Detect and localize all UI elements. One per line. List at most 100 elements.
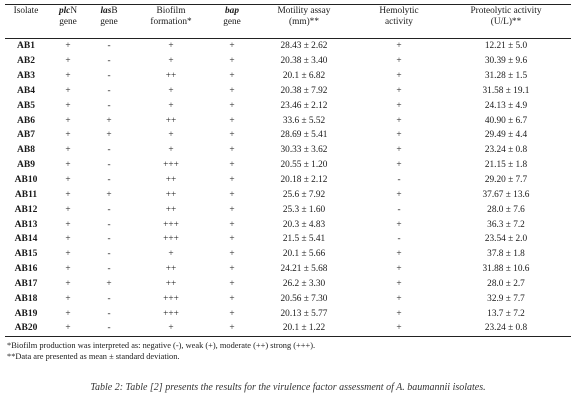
cell-isolate: AB12	[14, 204, 38, 215]
table-row: AB2 + - + +20.38 ± 3.40 +30.39 ± 9.6	[5, 54, 571, 69]
cell-biofilm: +	[168, 249, 174, 260]
cell-isolate: AB10	[14, 175, 38, 186]
header-label: Hemolytic	[379, 6, 419, 16]
cell-plcn: +	[65, 175, 71, 186]
cell-proteolytic: 24.13 ± 4.9	[484, 100, 528, 111]
cell-proteolytic: 31.88 ± 10.6	[482, 264, 530, 275]
gene-name: las	[100, 6, 112, 16]
cell-motility: 26.2 ± 3.30	[282, 278, 326, 289]
cell-plcn: +	[65, 100, 71, 111]
cell-plcn: +	[65, 71, 71, 82]
cell-proteolytic: 40.90 ± 6.7	[484, 115, 528, 126]
header-biofilm: Biofilm formation*	[129, 4, 213, 39]
cell-lasb: -	[107, 234, 111, 245]
cell-hemolytic: +	[357, 321, 441, 337]
cell-bap: +	[229, 115, 235, 126]
cell-hemolytic: +	[396, 160, 402, 171]
cell-motility: 20.18 ± 2.12	[280, 175, 328, 186]
cell-plcn: +	[65, 145, 71, 156]
table-row: AB16 + - ++ +24.21 ± 5.68 +31.88 ± 10.6	[5, 262, 571, 277]
cell-lasb: +	[106, 189, 112, 200]
cell-bap: +	[229, 85, 235, 96]
cell-lasb: -	[107, 56, 111, 67]
cell-bap: +	[229, 234, 235, 245]
cell-proteolytic: 37.8 ± 1.8	[487, 249, 525, 260]
cell-motility: 20.38 ± 3.40	[280, 56, 328, 67]
table-row: AB6 + + ++ +33.6 ± 5.52 +40.90 ± 6.7	[5, 113, 571, 128]
cell-biofilm: ++	[165, 204, 177, 215]
cell-biofilm: +++	[163, 219, 179, 230]
cell-lasb: -	[107, 264, 111, 275]
table-body: AB1 + - + +28.43 ± 2.62 +12.21 ± 5.0 AB2 + - + +20…	[5, 39, 571, 337]
table-notes: *Biofilm production was interpreted as: …	[5, 340, 571, 362]
cell-proteolytic: 23.54 ± 2.0	[484, 234, 528, 245]
cell-motility: 25.6 ± 7.92	[282, 189, 326, 200]
cell-proteolytic: 31.58 ± 19.1	[482, 85, 530, 96]
header-plcn-gene: plcN gene	[47, 4, 89, 39]
cell-proteolytic: 23.24 ± 0.8	[441, 321, 571, 337]
cell-plcn: +	[65, 219, 71, 230]
header-isolate: Isolate	[5, 4, 47, 39]
table-row: AB14 + - +++ +21.5 ± 5.41-23.54 ± 2.0	[5, 232, 571, 247]
cell-isolate: AB2	[17, 56, 35, 67]
cell-biofilm: ++	[165, 189, 177, 200]
cell-bap: +	[229, 41, 235, 52]
cell-biofilm: +	[168, 41, 174, 52]
header-proteolytic: Proteolytic activity (U/L)**	[441, 4, 571, 39]
cell-hemolytic: +	[396, 85, 402, 96]
header-label: Proteolytic activity	[470, 6, 542, 16]
table-row: AB20 + - + +20.1 ± 1.22 +23.24 ± 0.8	[5, 321, 571, 337]
cell-hemolytic: +	[396, 293, 402, 304]
table-row: AB12 + - ++ +25.3 ± 1.60-28.0 ± 7.6	[5, 202, 571, 217]
cell-proteolytic: 37.67 ± 13.6	[482, 189, 530, 200]
cell-lasb: -	[107, 219, 111, 230]
cell-isolate: AB4	[17, 85, 35, 96]
table-row: AB13 + - +++ +20.3 ± 4.83 +36.3 ± 7.2	[5, 217, 571, 232]
cell-isolate: AB15	[14, 249, 38, 260]
cell-biofilm: +++	[163, 308, 179, 319]
table-row: AB4 + - + +20.38 ± 7.92 +31.58 ± 19.1	[5, 84, 571, 99]
cell-hemolytic: +	[396, 219, 402, 230]
cell-motility: 20.55 ± 1.20	[280, 160, 328, 171]
cell-motility: 30.33 ± 3.62	[280, 145, 328, 156]
table-row: AB15 + - + +20.1 ± 5.66 +37.8 ± 1.8	[5, 247, 571, 262]
cell-isolate: AB17	[14, 278, 38, 289]
cell-biofilm: +	[168, 145, 174, 156]
header-label: (mm)**	[289, 17, 319, 27]
cell-lasb: -	[107, 293, 111, 304]
cell-isolate: AB3	[17, 71, 35, 82]
cell-proteolytic: 28.0 ± 2.7	[487, 278, 525, 289]
cell-motility: 20.56 ± 7.30	[280, 293, 328, 304]
cell-bap: +	[229, 249, 235, 260]
document: Isolate plcN gene lasB gene Biofilm form…	[5, 4, 571, 362]
cell-proteolytic: 23.24 ± 0.8	[484, 145, 528, 156]
cell-plcn: +	[65, 160, 71, 171]
virulence-table: Isolate plcN gene lasB gene Biofilm form…	[5, 4, 571, 337]
cell-plcn: +	[65, 41, 71, 52]
cell-lasb: -	[107, 145, 111, 156]
cell-plcn: +	[65, 234, 71, 245]
cell-motility: 33.6 ± 5.52	[282, 115, 326, 126]
cell-proteolytic: 12.21 ± 5.0	[484, 41, 528, 52]
cell-isolate: AB16	[14, 264, 38, 275]
cell-lasb: +	[106, 130, 112, 141]
cell-lasb: -	[107, 204, 111, 215]
cell-bap: +	[229, 100, 235, 111]
cell-plcn: +	[65, 308, 71, 319]
cell-isolate: AB8	[17, 145, 35, 156]
cell-biofilm: +	[168, 85, 174, 96]
cell-plcn: +	[65, 249, 71, 260]
cell-hemolytic: +	[396, 189, 402, 200]
cell-biofilm: ++	[165, 264, 177, 275]
cell-bap: +	[229, 264, 235, 275]
cell-biofilm: +++	[163, 234, 179, 245]
cell-biofilm: +	[129, 321, 213, 337]
cell-hemolytic: +	[396, 249, 402, 260]
cell-lasb: +	[106, 278, 112, 289]
cell-lasb: -	[107, 41, 111, 52]
cell-hemolytic: +	[396, 56, 402, 67]
cell-motility: 20.1 ± 6.82	[282, 71, 326, 82]
cell-motility: 28.43 ± 2.62	[280, 41, 328, 52]
header-motility: Motility assay (mm)**	[251, 4, 357, 39]
cell-motility: 24.21 ± 5.68	[280, 264, 328, 275]
